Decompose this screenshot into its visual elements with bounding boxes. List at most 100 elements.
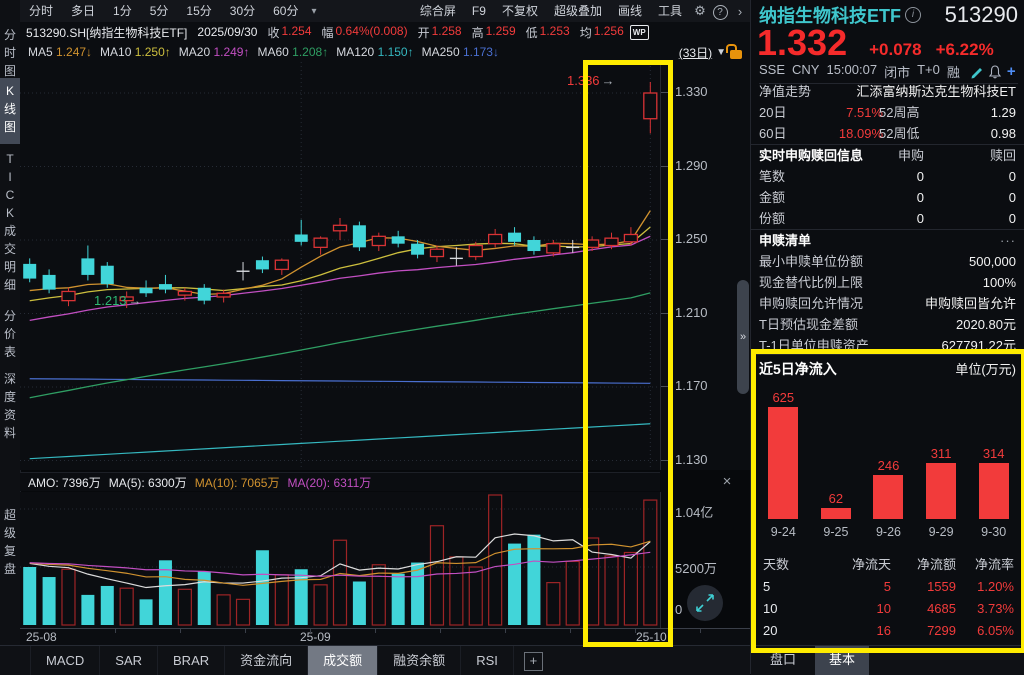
inflow-bar	[926, 463, 957, 519]
timeframe-tab-3[interactable]: 5分	[149, 4, 169, 18]
ma-legend-row: MA5 1.247↓ MA10 1.250↑ MA20 1.249↑ MA60 1.2…	[20, 42, 750, 62]
pr-amount-row: 金额 0 0	[759, 190, 1016, 205]
price-tick: 1.290	[661, 157, 708, 173]
inflow-date-labels: 9-24 9-25 9-26 9-29 9-30	[757, 525, 1020, 539]
toolbar-action-2[interactable]: 不复权	[501, 4, 538, 18]
add-indicator-icon[interactable]: +	[523, 652, 543, 671]
unlock-icon[interactable]	[726, 43, 742, 59]
toolbar-action-0[interactable]: 综合屏	[419, 4, 456, 18]
high-price-annotation: 1.336 →	[567, 73, 615, 88]
price-axis: 1.330 1.290 1.250 1.210 1.170 1.130	[660, 62, 751, 470]
chevron-down-icon[interactable]: ▾	[311, 5, 317, 17]
market-status-15:00:07: 15:00:07	[826, 62, 878, 77]
date-label: 2025/09/30	[197, 25, 258, 39]
close-icon[interactable]: ×	[722, 473, 732, 490]
period-selector[interactable]: (33日)	[678, 45, 713, 60]
inflow-bar	[820, 507, 851, 519]
inflow-column: 314	[967, 446, 1020, 519]
panel-tab-基本[interactable]: 基本	[815, 646, 870, 675]
inflow-value-label: 311	[930, 446, 952, 462]
field-幅: 幅 0.64%(0.008)	[321, 23, 408, 40]
price-tick: 1.330	[661, 84, 708, 99]
inflow-date-label: 9-30	[981, 525, 1007, 539]
panel-tabs: 盘口 基本	[751, 645, 1024, 675]
chevron-down-icon[interactable]: ▼	[716, 46, 726, 58]
realtime-pr-header: 实时申购赎回信息 申购 赎回	[759, 148, 1016, 163]
vol-ma5-label: MA(5): 6300万	[108, 475, 187, 490]
time-axis: 25-08 25-09 25-10	[20, 628, 750, 646]
help-icon[interactable]: ?	[710, 3, 730, 20]
vol-ma20-label: MA(20): 6311万	[287, 475, 372, 490]
fund-code: 513290	[944, 2, 1018, 27]
indicator-tab-融资余额[interactable]: 融资余额	[378, 646, 462, 675]
quote-panel: 纳指生物科技ETF i 513290 1.332 +0.078 +6.22% S…	[751, 0, 1024, 675]
timeframe-tab-0[interactable]: 分时	[29, 4, 54, 18]
collapse-panel-handle[interactable]: »	[737, 280, 749, 394]
flow-summary-table: 天数 净流天 净流额 净流率 5 5 1559 1.20% 10 10 4685 3.73% 20 16 7…	[751, 554, 1024, 642]
rail-item-6[interactable]: 超级复盘	[3, 508, 16, 576]
time-label: 25-08	[26, 630, 57, 644]
pr-count-row: 笔数 0 0	[759, 169, 1016, 184]
more-icon: ···	[1000, 233, 1016, 248]
pr-list-header[interactable]: 申赎清单 ···	[751, 230, 1024, 251]
rail-item-3[interactable]: 成交明细	[3, 224, 16, 292]
inflow-title: 近5日净流入	[759, 361, 837, 377]
inflow-bar-chart: 625 62 246 311 314	[757, 383, 1020, 519]
inflow-value-label: 246	[877, 457, 900, 473]
toolbar-action-5[interactable]: 工具	[657, 4, 682, 18]
rail-item-4[interactable]: 分价表	[3, 309, 16, 359]
vol-ma10-label: MA(10): 7065万	[194, 475, 280, 490]
low-price-annotation: 1.213 →	[94, 293, 142, 308]
timeframe-tab-6[interactable]: 60分	[273, 4, 299, 18]
field-开: 开 1.258	[417, 23, 462, 40]
panel-tab-盘口[interactable]: 盘口	[770, 652, 797, 667]
indicator-tab-BRAR[interactable]: BRAR	[158, 646, 226, 675]
info-icon[interactable]: i	[905, 7, 921, 23]
volume-chart[interactable]	[20, 492, 660, 628]
inflow-bar	[873, 474, 904, 519]
timeframe-toolbar: 分时 多日 1分 5分 15分 30分 60分 ▾ 综合屏 F9 不复权 超级叠加 画线 工具 ⚙? ›	[20, 0, 750, 23]
toolbar-action-1[interactable]: F9	[471, 4, 486, 18]
inflow-date-label: 9-26	[875, 525, 901, 539]
timeframe-tab-2[interactable]: 1分	[113, 4, 132, 18]
toolbar-action-3[interactable]: 超级叠加	[553, 4, 602, 18]
time-label: 25-10	[636, 630, 667, 644]
toolbar-action-4[interactable]: 画线	[617, 4, 642, 18]
volume-tick: 1.04亿	[675, 505, 714, 520]
ma-item-MA10: MA10 1.250↑	[100, 45, 171, 59]
perf-60d-row: 60日 18.09% 52周低 0.98	[751, 123, 1024, 145]
indicator-tab-MACD[interactable]: MACD	[30, 646, 101, 675]
rail-item-5[interactable]: 深度资料	[3, 372, 16, 440]
expand-icon[interactable]	[687, 585, 723, 621]
fund-detail-rows: 净值走势 汇添富纳斯达克生物科技ET 20日 7.51% 52周高 1.29 6…	[751, 81, 1024, 356]
field-低: 低 1.253	[525, 23, 570, 40]
indicator-tabs: MACD SAR BRAR 资金流向 成交额 融资余额 RSI +	[0, 645, 750, 675]
timeframe-tab-1[interactable]: 多日	[71, 4, 96, 18]
volume-tick: 0	[675, 602, 683, 617]
chevron-right-icon[interactable]: ›	[737, 3, 743, 19]
nav-trend-row[interactable]: 净值走势 汇添富纳斯达克生物科技ET	[759, 84, 1016, 99]
timeframe-tab-4[interactable]: 15分	[186, 4, 212, 18]
inflow-column: 246	[862, 458, 915, 519]
min-unit-row: 最小申赎单位份额 500,000	[759, 254, 1016, 269]
rail-item-0[interactable]: 分时图	[3, 28, 16, 78]
timeframe-tab-5[interactable]: 30分	[229, 4, 256, 18]
gear-icon[interactable]: ⚙	[694, 3, 706, 18]
indicator-tab-SAR[interactable]: SAR	[100, 646, 159, 675]
market-status-闭市: 闭市	[884, 65, 911, 80]
kline-chart[interactable]: 1.336 → 1.213 →	[20, 62, 660, 470]
pencil-icon[interactable]	[969, 65, 985, 79]
indicator-tab-资金流向[interactable]: 资金流向	[225, 646, 309, 675]
inflow-column: 625	[757, 390, 810, 519]
ma-item-MA20: MA20 1.249↑	[178, 45, 250, 59]
amo-label: AMO: 7396万	[28, 475, 101, 490]
bell-icon[interactable]	[987, 64, 1003, 79]
indicator-tab-RSI[interactable]: RSI	[461, 646, 514, 675]
wp-badge-icon[interactable]: WP	[629, 24, 649, 40]
indicator-tab-成交额[interactable]: 成交额	[308, 646, 379, 675]
t1-asset-row: T-1日单位申赎资产 627791.22元	[759, 338, 1016, 353]
add-to-watchlist-icon[interactable]: +	[1006, 63, 1016, 80]
price-tick: 1.250	[661, 231, 708, 246]
